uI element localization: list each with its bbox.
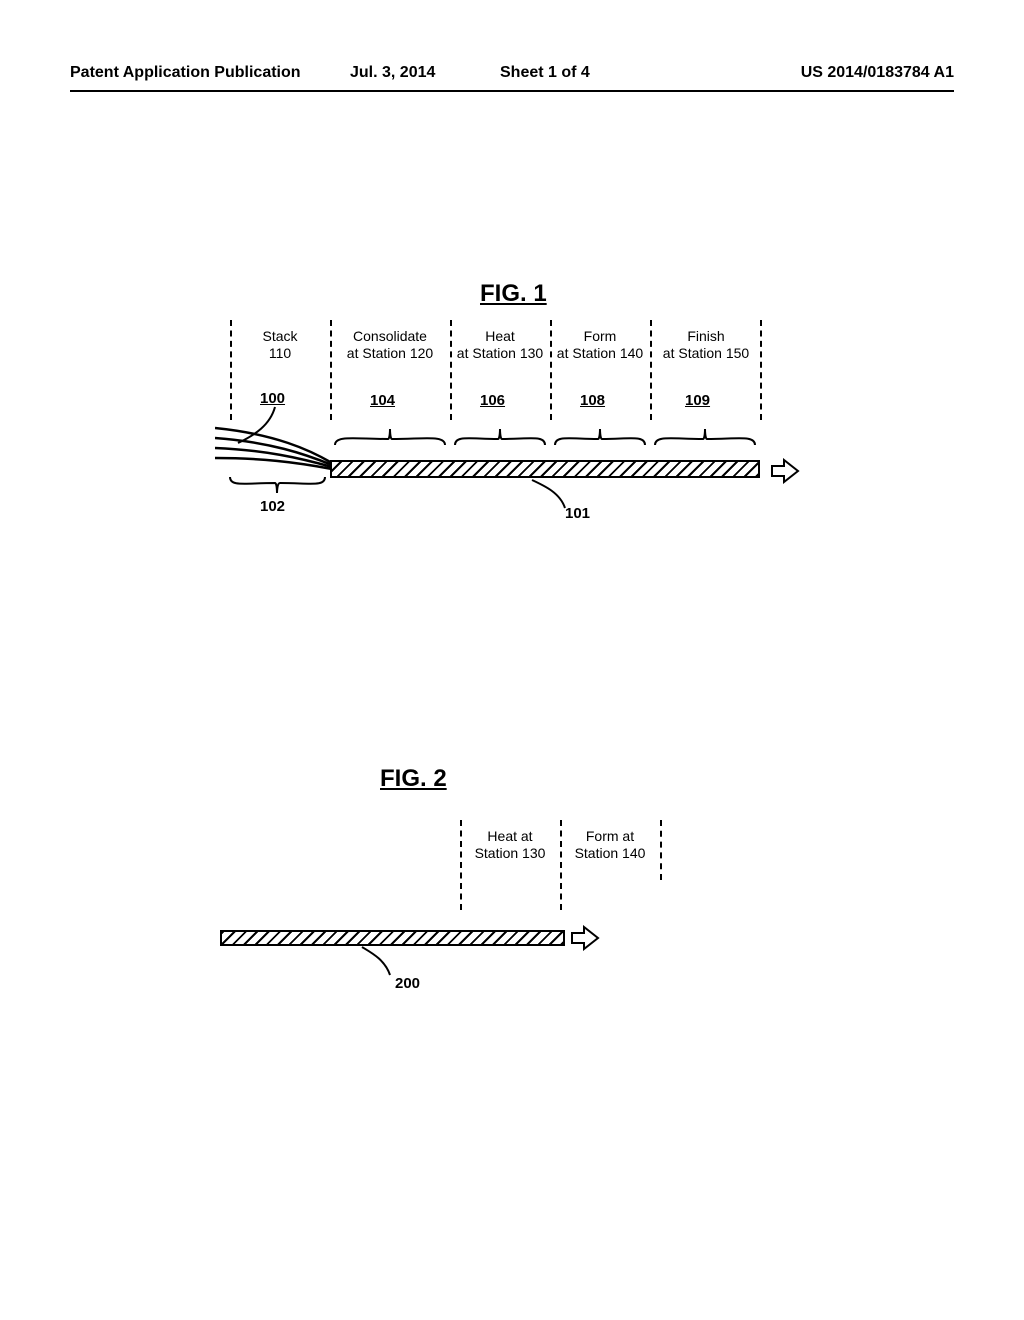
fig1-station-label: Form at Station 140 xyxy=(555,328,645,362)
fig2-station-label: Form at Station 140 xyxy=(565,828,655,862)
station-text-bottom: at Station 150 xyxy=(663,345,749,361)
fig1-station-label: Consolidate at Station 120 xyxy=(338,328,442,362)
fig1-station-label: Stack 110 xyxy=(238,328,322,362)
fig1-station-label: Finish at Station 150 xyxy=(656,328,756,362)
station-text-top: Form xyxy=(584,328,617,344)
fig1-divider xyxy=(550,320,552,420)
fig1-diagram: Stack 110 Consolidate at Station 120 Hea… xyxy=(230,320,810,660)
header-date: Jul. 3, 2014 xyxy=(350,64,435,82)
fig1-plies xyxy=(215,420,345,475)
fig2-ref-200: 200 xyxy=(395,975,420,992)
fig2-leader-200 xyxy=(360,945,400,980)
brace-icon xyxy=(225,475,330,497)
fig2-divider xyxy=(660,820,662,880)
fig2-title: FIG. 2 xyxy=(380,765,447,793)
fig2-divider xyxy=(460,820,462,910)
fig2-station-label: Heat at Station 130 xyxy=(465,828,555,862)
station-text-top: Stack xyxy=(262,328,297,344)
brace-icon xyxy=(650,425,760,447)
fig1-divider xyxy=(450,320,452,420)
fig1-ref-109: 109 xyxy=(685,392,710,409)
fig1-station-label: Heat at Station 130 xyxy=(455,328,545,362)
fig1-divider xyxy=(650,320,652,420)
fig1-divider xyxy=(330,320,332,420)
fig1-ref-102: 102 xyxy=(260,498,285,515)
fig1-title: FIG. 1 xyxy=(480,280,547,308)
header-left: Patent Application Publication xyxy=(70,64,301,82)
station-text-top: Consolidate xyxy=(353,328,427,344)
station-text-bottom: at Station 120 xyxy=(347,345,433,361)
fig1-divider xyxy=(760,320,762,420)
fig1-ref-106: 106 xyxy=(480,392,505,409)
page-header: Patent Application Publication Jul. 3, 2… xyxy=(70,62,954,92)
fig1-ref-108: 108 xyxy=(580,392,605,409)
station-text-top: Finish xyxy=(687,328,724,344)
fig2-diagram: Heat at Station 130 Form at Station 140 … xyxy=(230,790,660,1040)
station-text-top: Form at xyxy=(586,828,634,844)
fig1-bar xyxy=(330,460,760,478)
header-sheet: Sheet 1 of 4 xyxy=(500,64,590,82)
station-text-bottom: Station 130 xyxy=(475,845,546,861)
station-text-top: Heat xyxy=(485,328,515,344)
brace-icon xyxy=(330,425,450,447)
station-text-bottom: Station 140 xyxy=(575,845,646,861)
station-text-bottom: at Station 140 xyxy=(557,345,643,361)
station-text-bottom: 110 xyxy=(269,345,291,361)
fig2-bar xyxy=(220,930,565,946)
header-pubnum: US 2014/0183784 A1 xyxy=(801,64,954,82)
station-text-bottom: at Station 130 xyxy=(457,345,543,361)
fig2-divider xyxy=(560,820,562,910)
brace-icon xyxy=(450,425,550,447)
fig1-ref-101: 101 xyxy=(565,505,590,522)
station-text-top: Heat at xyxy=(487,828,532,844)
brace-icon xyxy=(550,425,650,447)
flow-arrow-icon xyxy=(570,925,600,951)
flow-arrow-icon xyxy=(770,458,800,484)
fig1-ref-104: 104 xyxy=(370,392,395,409)
